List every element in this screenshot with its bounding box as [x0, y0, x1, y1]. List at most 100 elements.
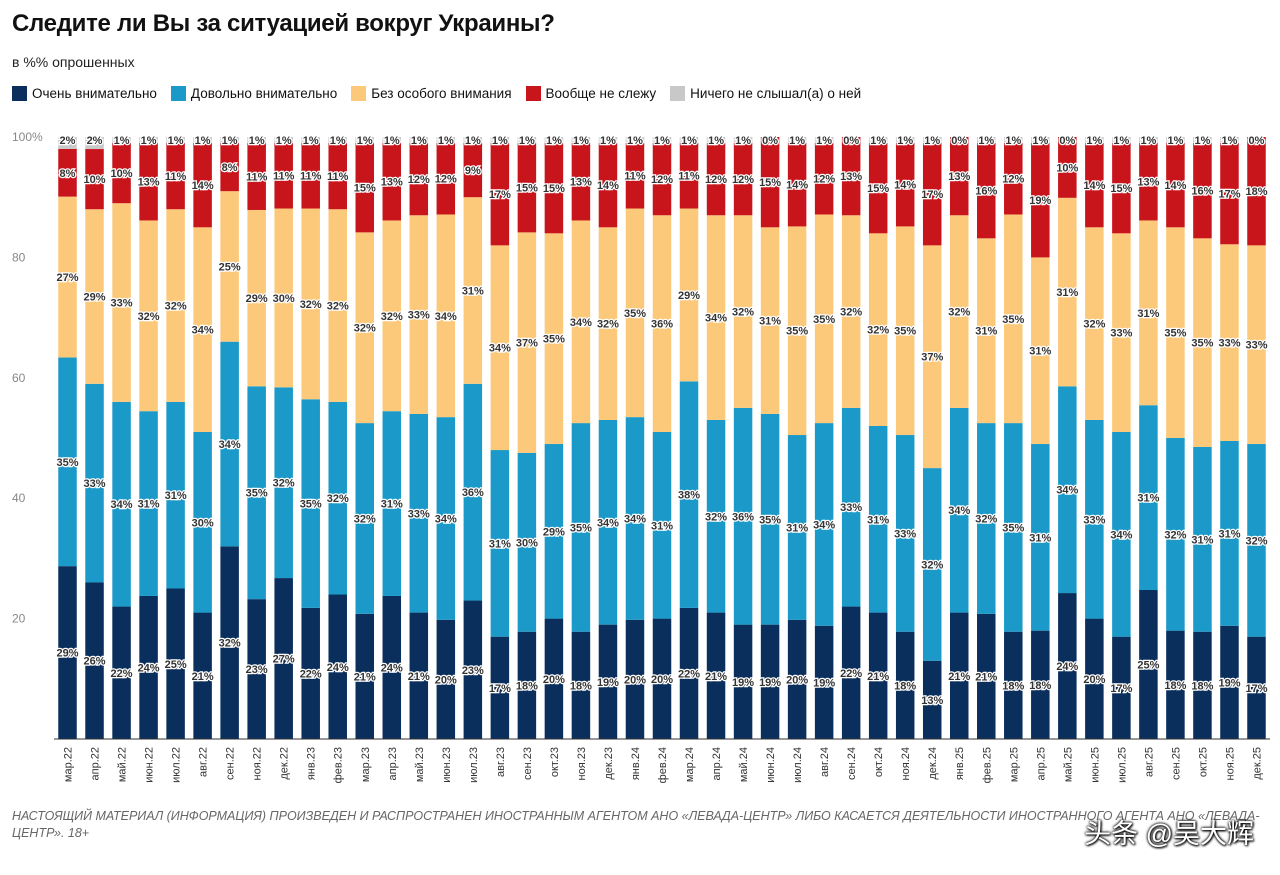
bar-segment-never [247, 137, 266, 144]
data-label-without: 29% [84, 292, 106, 304]
bar-segment-never [166, 137, 185, 144]
bar-segment-not [220, 143, 239, 192]
data-label-never: 1% [438, 135, 454, 147]
data-label-fairly: 31% [381, 499, 403, 511]
data-label-without: 31% [1137, 308, 1159, 320]
x-tick-label: авг.23 [495, 747, 507, 777]
legend-label-never: Ничего не слышал(а) о ней [690, 86, 862, 101]
bar-segment-not [814, 142, 834, 215]
x-tick-label: ноя.23 [576, 747, 588, 780]
data-label-fairly: 31% [786, 522, 808, 534]
bar-segment-without [220, 191, 239, 342]
bar-segment-very [409, 612, 429, 739]
data-label-never: 1% [222, 135, 238, 147]
y-tick-label: 40 [12, 491, 26, 505]
data-label-fairly: 31% [138, 499, 160, 511]
data-label-very: 17% [1245, 683, 1267, 695]
bar-segment-very [1166, 630, 1185, 739]
data-label-never: 1% [276, 135, 292, 147]
bar-segment-fairly [1247, 444, 1266, 637]
data-label-fairly: 32% [921, 559, 943, 571]
data-label-very: 17% [489, 683, 511, 695]
x-tick-label: май.23 [414, 747, 426, 782]
x-tick-label: мар.24 [684, 747, 696, 782]
data-label-fairly: 30% [516, 537, 538, 549]
bar-segment-never [1220, 137, 1239, 143]
bar-segment-without [85, 209, 104, 384]
bar-segment-not [706, 143, 726, 216]
data-label-fairly: 31% [1137, 493, 1159, 505]
legend-swatch-never [670, 86, 686, 101]
bar-segment-without [1085, 227, 1104, 420]
data-label-very: 23% [462, 665, 484, 677]
data-label-very: 24% [327, 662, 349, 674]
x-tick-label: дек.22 [279, 747, 291, 780]
bar-segment-without [949, 215, 969, 408]
data-label-very: 20% [651, 674, 673, 686]
legend: Очень внимательно Довольно внимательно Б… [12, 86, 861, 101]
bar-segment-without [490, 245, 510, 451]
bar-segment-very [463, 600, 483, 739]
data-label-not: 14% [192, 180, 214, 192]
data-label-not: 12% [705, 174, 727, 186]
data-label-fairly: 36% [732, 511, 754, 523]
y-tick-label: 60 [12, 371, 26, 385]
bar-segment-very [1031, 630, 1050, 739]
bar-segment-fairly [274, 387, 293, 579]
data-label-not: 15% [516, 183, 538, 195]
bar-segment-never [1139, 137, 1158, 143]
bar-segment-not [166, 143, 185, 210]
bar-segment-fairly [139, 411, 158, 596]
bar-segment-not [1031, 143, 1050, 258]
data-label-not: 12% [732, 174, 754, 186]
data-label-very: 18% [516, 680, 538, 692]
data-label-not: 12% [651, 174, 673, 186]
data-label-never: 1% [1167, 135, 1183, 147]
bar-segment-never [490, 137, 510, 144]
data-label-very: 18% [1029, 680, 1051, 692]
bar-segment-not [625, 142, 645, 209]
data-label-very: 26% [84, 656, 106, 668]
data-label-never: 1% [897, 135, 913, 147]
data-label-without: 32% [867, 325, 889, 337]
data-label-without: 33% [408, 310, 430, 322]
bar-segment-not [1139, 142, 1158, 221]
bar-segment-never [679, 137, 699, 143]
x-tick-label: фев.23 [333, 747, 345, 783]
data-label-without: 34% [435, 311, 457, 323]
bar-segment-fairly [301, 399, 320, 608]
y-tick-label: 100% [12, 130, 43, 144]
legend-swatch-very [12, 86, 27, 101]
x-tick-label: мар.23 [360, 747, 372, 782]
bar-segment-very [1004, 631, 1023, 739]
data-label-not: 12% [435, 174, 457, 186]
x-tick-label: ноя.24 [900, 747, 912, 780]
bar-segment-without [436, 214, 456, 418]
data-label-not: 14% [1164, 180, 1186, 192]
bar-segment-very [841, 606, 861, 739]
data-label-not: 11% [678, 171, 700, 183]
bar-segment-fairly [1220, 440, 1239, 626]
data-label-without: 34% [570, 317, 592, 329]
data-label-never: 1% [978, 135, 994, 147]
x-tick-label: авг.25 [1143, 747, 1155, 777]
x-tick-label: сен.25 [1170, 747, 1182, 780]
bar-segment-fairly [814, 423, 834, 626]
data-label-never: 1% [1032, 135, 1048, 147]
x-tick-label: июн.22 [144, 747, 156, 783]
data-label-without: 31% [759, 316, 781, 328]
data-label-without: 33% [111, 298, 133, 310]
data-label-not: 11% [327, 171, 349, 183]
data-label-not: 15% [1110, 183, 1132, 195]
bar-segment-fairly [193, 431, 212, 613]
bar-segment-not [652, 143, 672, 216]
legend-swatch-not [525, 86, 541, 101]
bar-segment-without [382, 220, 402, 412]
data-label-very: 19% [1218, 677, 1240, 689]
data-label-very: 13% [921, 695, 943, 707]
bar-segment-very [895, 631, 915, 739]
data-label-without: 35% [543, 334, 565, 346]
data-label-never: 1% [1086, 135, 1102, 147]
data-label-without: 35% [786, 326, 808, 338]
data-label-without: 35% [1191, 338, 1213, 350]
